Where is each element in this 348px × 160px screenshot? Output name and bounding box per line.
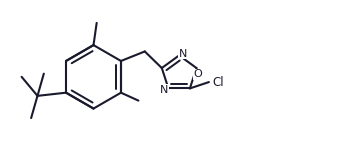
Text: N: N (179, 49, 187, 59)
Text: Cl: Cl (212, 76, 224, 89)
Text: N: N (160, 85, 169, 95)
Text: O: O (194, 69, 203, 79)
